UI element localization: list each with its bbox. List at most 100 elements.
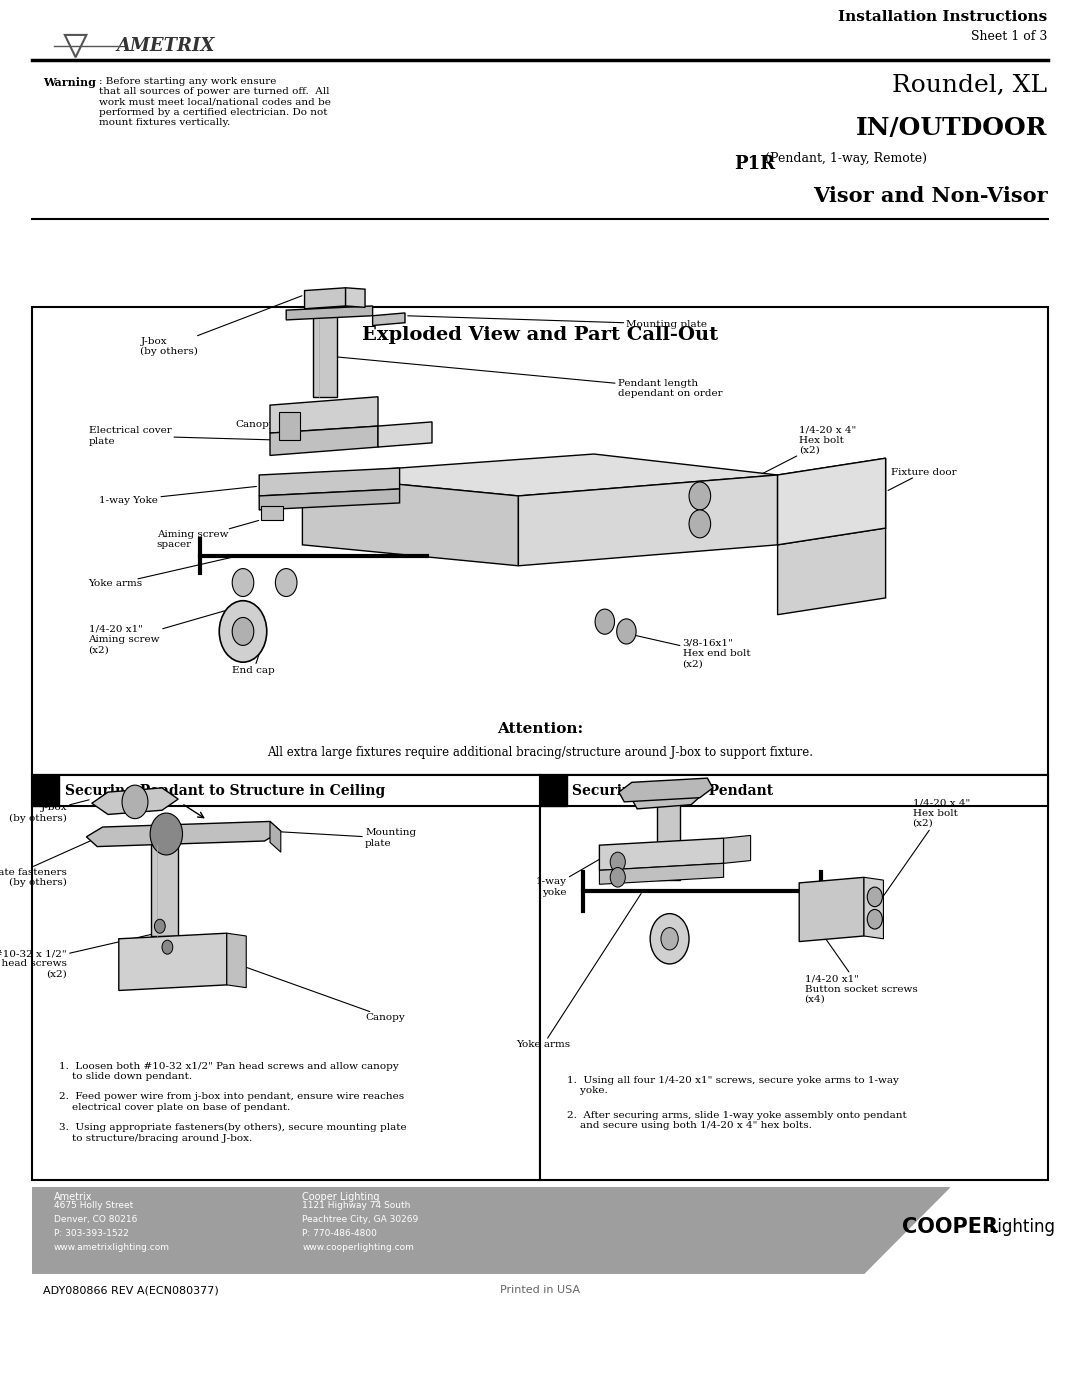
- Polygon shape: [378, 422, 432, 447]
- Text: Mounting
plate: Mounting plate: [273, 828, 416, 848]
- Polygon shape: [227, 933, 246, 988]
- Circle shape: [232, 569, 254, 597]
- Polygon shape: [778, 458, 886, 545]
- Text: 1.  Loosen both #10-32 x1/2" Pan head screws and allow canopy
    to slide down : 1. Loosen both #10-32 x1/2" Pan head scr…: [59, 1062, 400, 1081]
- Circle shape: [122, 785, 148, 819]
- Text: 1.: 1.: [39, 784, 53, 798]
- Circle shape: [610, 852, 625, 872]
- Circle shape: [689, 510, 711, 538]
- FancyBboxPatch shape: [151, 845, 178, 936]
- Polygon shape: [864, 1187, 950, 1274]
- Polygon shape: [864, 877, 883, 939]
- Text: Appropriate fasteners
(by others): Appropriate fasteners (by others): [0, 837, 100, 887]
- Text: Lighting: Lighting: [988, 1218, 1055, 1235]
- Text: (Pendant, 1-way, Remote): (Pendant, 1-way, Remote): [761, 152, 928, 165]
- Text: 1/4-20 x 4"
Hex bolt
(x2): 1/4-20 x 4" Hex bolt (x2): [878, 798, 970, 902]
- Polygon shape: [799, 877, 864, 942]
- Text: Mounting plate: Mounting plate: [408, 316, 707, 328]
- Polygon shape: [518, 475, 778, 566]
- Text: Denver, CO 80216: Denver, CO 80216: [54, 1215, 137, 1224]
- Text: Canopy: Canopy: [231, 963, 405, 1021]
- Text: www.cooperlighting.com: www.cooperlighting.com: [302, 1243, 415, 1252]
- Text: Printed in USA: Printed in USA: [500, 1285, 580, 1295]
- Text: P: 770-486-4800: P: 770-486-4800: [302, 1229, 377, 1238]
- FancyBboxPatch shape: [313, 313, 337, 397]
- Text: 1-way Yoke: 1-way Yoke: [99, 486, 256, 504]
- Text: Visor and Non-Visor: Visor and Non-Visor: [813, 186, 1048, 205]
- Circle shape: [154, 919, 165, 933]
- Circle shape: [219, 601, 267, 662]
- Text: Yoke arms: Yoke arms: [89, 556, 234, 588]
- Circle shape: [689, 482, 711, 510]
- Text: Cooper Lighting: Cooper Lighting: [302, 1192, 380, 1201]
- Polygon shape: [632, 785, 702, 809]
- Text: Yoke arms: Yoke arms: [516, 894, 642, 1049]
- Polygon shape: [864, 1187, 1048, 1274]
- FancyBboxPatch shape: [32, 775, 540, 806]
- Polygon shape: [119, 933, 227, 990]
- Text: 3.  Using appropriate fasteners(by others), secure mounting plate
    to structu: 3. Using appropriate fasteners(by others…: [59, 1123, 407, 1143]
- Circle shape: [661, 928, 678, 950]
- Circle shape: [150, 813, 183, 855]
- Text: 3/8-16x1"
Hex end bolt
(x2): 3/8-16x1" Hex end bolt (x2): [621, 631, 751, 669]
- Text: Roundel, XL: Roundel, XL: [892, 74, 1048, 96]
- Text: Electrical cover
plate: Electrical cover plate: [89, 426, 275, 446]
- Polygon shape: [778, 458, 886, 545]
- Text: Warning: Warning: [43, 77, 96, 88]
- Polygon shape: [259, 489, 400, 510]
- Text: 1-way
yoke: 1-way yoke: [536, 856, 605, 897]
- Circle shape: [610, 868, 625, 887]
- Circle shape: [595, 609, 615, 634]
- Text: Installation Instructions: Installation Instructions: [838, 10, 1048, 24]
- Text: 1/4-20 x1"
Aiming screw
(x2): 1/4-20 x1" Aiming screw (x2): [89, 609, 233, 655]
- FancyBboxPatch shape: [540, 775, 1048, 1180]
- Text: Securing Yoke to Pendant: Securing Yoke to Pendant: [572, 784, 773, 798]
- Circle shape: [867, 909, 882, 929]
- Text: 1121 Highway 74 South: 1121 Highway 74 South: [302, 1201, 410, 1210]
- Polygon shape: [302, 454, 778, 496]
- FancyBboxPatch shape: [657, 789, 680, 880]
- Polygon shape: [92, 788, 178, 814]
- FancyBboxPatch shape: [279, 412, 300, 440]
- Text: IN/OUTDOOR: IN/OUTDOOR: [856, 116, 1048, 140]
- Text: COOPER: COOPER: [902, 1217, 998, 1236]
- Text: Ametrix: Ametrix: [54, 1192, 93, 1201]
- FancyBboxPatch shape: [32, 775, 59, 806]
- Text: 4675 Holly Street: 4675 Holly Street: [54, 1201, 133, 1210]
- Text: Pendant length
dependant on order: Pendant length dependant on order: [333, 356, 723, 398]
- Polygon shape: [373, 313, 405, 326]
- Polygon shape: [778, 528, 886, 615]
- FancyBboxPatch shape: [32, 1187, 1048, 1274]
- Text: 1/4-20 x1"
Button socket screws
(x4): 1/4-20 x1" Button socket screws (x4): [800, 904, 917, 1004]
- Polygon shape: [599, 838, 724, 870]
- Circle shape: [617, 619, 636, 644]
- Text: J-box
(by others): J-box (by others): [140, 296, 302, 356]
- Text: #10-32 x 1/2"
Pan head screws
(x2): #10-32 x 1/2" Pan head screws (x2): [0, 933, 153, 979]
- Text: P1R: P1R: [734, 155, 775, 173]
- Text: ADY080866 REV A(ECN080377): ADY080866 REV A(ECN080377): [43, 1285, 219, 1295]
- FancyBboxPatch shape: [32, 307, 1048, 775]
- Polygon shape: [346, 288, 365, 307]
- Text: Sheet 1 of 3: Sheet 1 of 3: [971, 31, 1048, 43]
- Text: All extra large fixtures require additional bracing/structure around J-box to su: All extra large fixtures require additio…: [267, 746, 813, 759]
- Text: J-box
(by others): J-box (by others): [9, 800, 90, 823]
- Text: 2.  Feed power wire from j-box into pendant, ensure wire reaches
    electrical : 2. Feed power wire from j-box into penda…: [59, 1092, 405, 1112]
- Polygon shape: [599, 863, 724, 884]
- Text: Exploded View and Part Call-Out: Exploded View and Part Call-Out: [362, 326, 718, 344]
- Polygon shape: [302, 475, 518, 566]
- Text: 1/4-20 x 4"
Hex bolt
(x2): 1/4-20 x 4" Hex bolt (x2): [702, 425, 856, 504]
- Text: P: 303-393-1522: P: 303-393-1522: [54, 1229, 129, 1238]
- Polygon shape: [270, 821, 281, 852]
- FancyBboxPatch shape: [540, 775, 1048, 806]
- Text: Attention:: Attention:: [497, 722, 583, 736]
- FancyBboxPatch shape: [32, 775, 540, 1180]
- Text: 2.  After securing arms, slide 1-way yoke assembly onto pendant
    and secure u: 2. After securing arms, slide 1-way yoke…: [567, 1111, 907, 1130]
- Polygon shape: [86, 821, 281, 847]
- Circle shape: [232, 617, 254, 645]
- Polygon shape: [259, 468, 400, 496]
- Text: Canopy: Canopy: [235, 419, 315, 429]
- Polygon shape: [270, 397, 378, 433]
- Circle shape: [275, 569, 297, 597]
- Polygon shape: [724, 835, 751, 863]
- Circle shape: [867, 887, 882, 907]
